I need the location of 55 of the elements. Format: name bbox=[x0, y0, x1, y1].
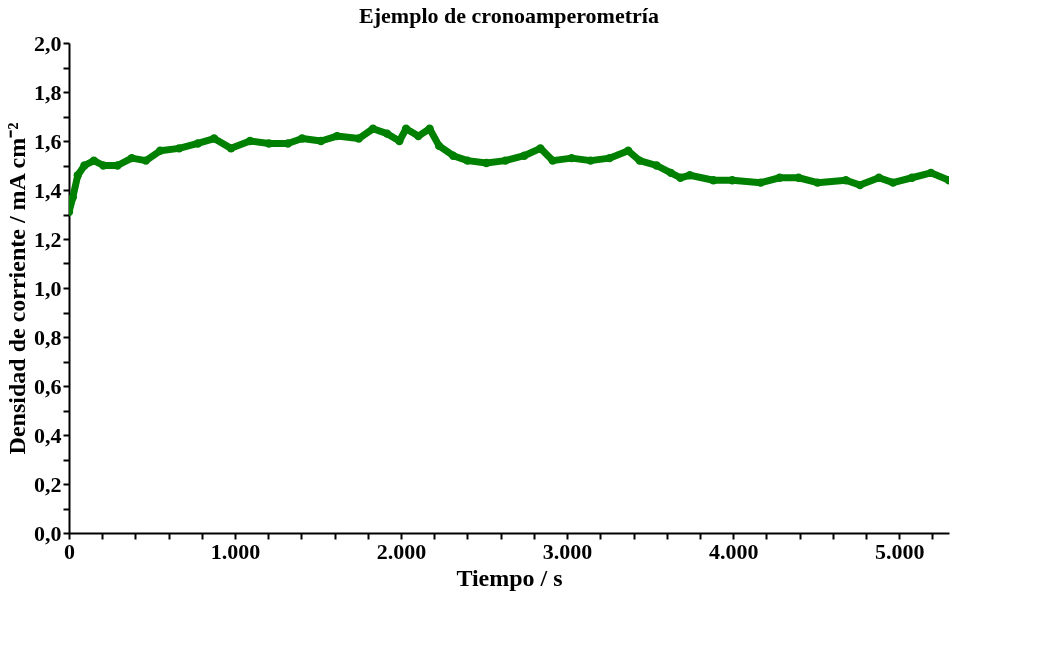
point bbox=[297, 134, 307, 143]
x-tick-label: 4.000 bbox=[708, 538, 759, 564]
point bbox=[666, 168, 676, 178]
point bbox=[434, 141, 444, 151]
point bbox=[888, 178, 898, 187]
x-tick-label: 3.000 bbox=[542, 538, 593, 564]
point bbox=[907, 173, 917, 182]
y-tick-label: 1,2 bbox=[34, 226, 62, 252]
point bbox=[482, 158, 491, 168]
y-tick-label: 0,8 bbox=[34, 324, 62, 350]
y-tick-label: 0,6 bbox=[34, 373, 62, 399]
point bbox=[586, 156, 595, 165]
x-tick-label: 2.000 bbox=[376, 538, 427, 564]
y-tick-label: 1,8 bbox=[34, 79, 62, 105]
y-tick-label: 1,0 bbox=[34, 275, 62, 301]
x-tick-label: 5.000 bbox=[874, 538, 925, 564]
point bbox=[709, 176, 718, 185]
point bbox=[209, 134, 219, 143]
y-tick-label: 0,2 bbox=[34, 471, 62, 497]
point bbox=[155, 146, 165, 155]
point bbox=[73, 171, 82, 180]
y-tick-label: 1,6 bbox=[34, 128, 62, 154]
point bbox=[127, 153, 136, 163]
point bbox=[874, 173, 884, 182]
point bbox=[567, 153, 576, 163]
point bbox=[794, 173, 803, 182]
point bbox=[449, 151, 458, 160]
point bbox=[685, 171, 694, 180]
y-tick-label: 2,0 bbox=[34, 30, 62, 56]
point bbox=[775, 173, 784, 182]
x-tick-label: 1.000 bbox=[210, 538, 261, 564]
point bbox=[926, 168, 936, 178]
x-tick-label: 0 bbox=[64, 538, 75, 564]
point bbox=[174, 144, 184, 153]
point bbox=[501, 156, 510, 165]
y-tick-label: 0,4 bbox=[34, 422, 62, 448]
y-tick-label: 1,4 bbox=[34, 177, 62, 203]
point bbox=[141, 156, 151, 165]
point bbox=[652, 161, 661, 170]
x-axis-title: Tiempo / s bbox=[456, 564, 563, 591]
point bbox=[226, 144, 236, 153]
point bbox=[605, 153, 614, 163]
point bbox=[463, 156, 472, 165]
point bbox=[382, 129, 392, 138]
point bbox=[80, 161, 89, 170]
y-tick-label: 0,0 bbox=[34, 520, 62, 546]
point bbox=[635, 156, 644, 165]
point bbox=[69, 193, 77, 202]
point bbox=[354, 134, 363, 143]
chart-title: Ejemplo de cronoamperometría bbox=[359, 3, 659, 28]
point bbox=[676, 173, 685, 182]
point bbox=[368, 124, 378, 133]
point bbox=[548, 156, 557, 165]
y-axis-title: Densidad de corriente / mA cm⁻² bbox=[4, 122, 30, 455]
point bbox=[520, 151, 529, 160]
